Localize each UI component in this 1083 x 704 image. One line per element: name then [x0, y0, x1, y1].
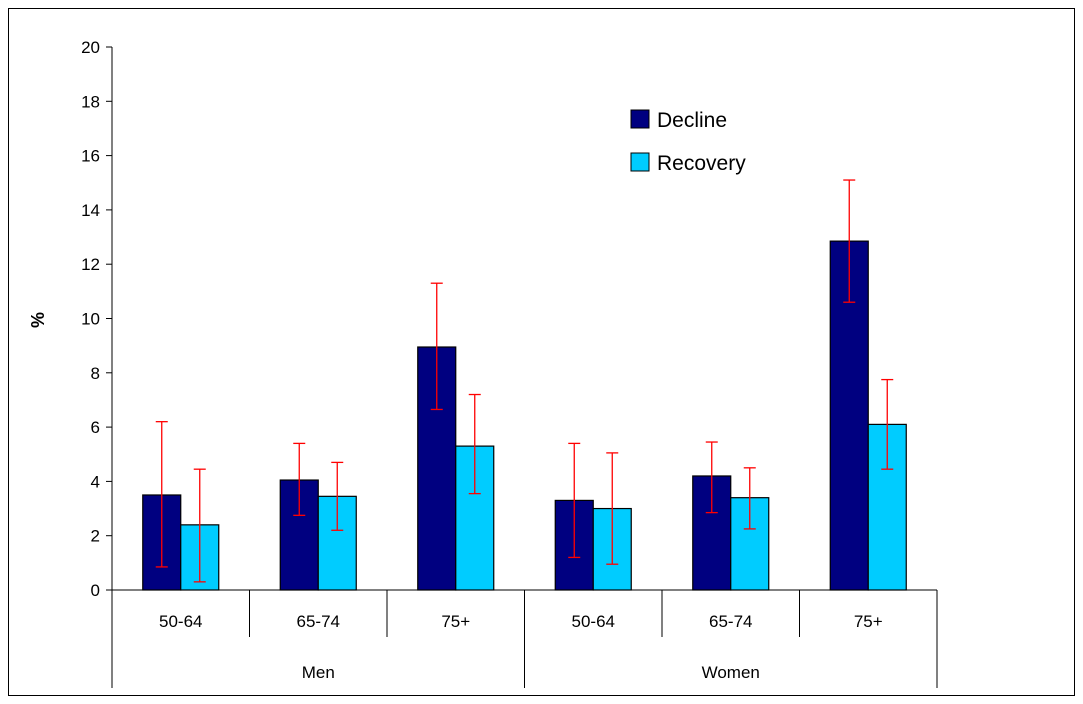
y-tick-label: 0 [91, 581, 100, 600]
y-tick-label: 2 [91, 527, 100, 546]
x-tick-label: 75+ [441, 612, 470, 631]
legend-swatch-decline [630, 109, 650, 129]
legend: Decline Recovery [630, 109, 746, 175]
y-tick-label: 16 [81, 147, 100, 166]
x-tick-label: 75+ [854, 612, 883, 631]
x-tick-label: 50-64 [159, 612, 202, 631]
y-tick-label: 12 [81, 255, 100, 274]
y-axis-label: % [28, 312, 48, 328]
x-tick-label: 50-64 [572, 612, 615, 631]
y-tick-label: 10 [81, 310, 100, 329]
error-bars [155, 179, 894, 583]
x-tick-label: 65-74 [709, 612, 752, 631]
x-group-label: Women [702, 663, 760, 682]
y-tick-label: 6 [91, 418, 100, 437]
y-tick-label: 14 [81, 201, 100, 220]
x-group-label: Men [302, 663, 335, 682]
chart-border [8, 8, 1075, 696]
y-tick-label: 18 [81, 92, 100, 111]
y-tick-label: 8 [91, 364, 100, 383]
legend-label: Decline [657, 109, 727, 132]
legend-label: Recovery [657, 152, 746, 175]
axes: 0 2 4 6 8 10 12 14 16 18 20 50-64 65-74 75+ 50-64 65-74… [81, 38, 938, 688]
x-tick-label: 65-74 [297, 612, 340, 631]
y-tick-label: 20 [81, 38, 100, 57]
y-tick-label: 4 [91, 472, 100, 491]
legend-swatch-recovery [630, 152, 650, 172]
